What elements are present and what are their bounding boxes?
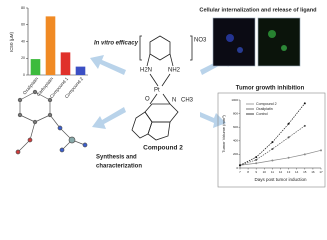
y-tick-label: 80 [21,6,25,10]
metal: Pt [154,88,160,94]
y-tick-label: 0 [236,166,238,170]
bar [60,52,71,75]
arrow-left-down [92,107,126,129]
bar [75,66,86,75]
atom: N [172,98,176,104]
x-tick-label: 13 [287,170,291,174]
y-tick-label: 60 [21,23,25,27]
y-tick-label: 40 [21,39,25,43]
x-tick-label: 15 [303,170,307,174]
legend-label: Control [256,112,268,116]
compound-name: Compound 2 [143,145,183,152]
x-tick-label: 10 [263,170,267,174]
series-line [239,149,322,166]
crystal-structure [15,89,88,155]
y-axis-label: Tumor Volume (mm³) [221,115,226,153]
legend-label: Compound 2 [256,102,277,106]
amine: H2N [140,68,152,74]
y-tick-label: 400 [233,139,238,143]
x-tick-label: 17 [319,170,323,174]
bonds [131,35,193,141]
image-panel [257,17,301,67]
x-tick-label: 14 [295,170,299,174]
y-tick-label: 800 [233,111,238,115]
bar [45,16,56,75]
y-axis-label: IC50 (μM) [9,31,14,52]
y-tick-label: 600 [233,125,238,129]
x-axis-label: Days post tumor induction [254,177,307,182]
counter-ion: NO3 [194,38,207,44]
panel-frame [217,92,326,188]
bar [30,59,41,75]
cell [268,30,276,38]
panel-title: In vitro efficacy [94,41,139,47]
methyl: CH3 [181,98,194,104]
cell [281,45,287,51]
legend-label: Oxaliplatin [256,107,273,111]
y-tick-label: 0 [23,73,25,77]
x-tick-label: 7 [239,170,241,174]
graphical-abstract: NO3 H2N NH2 Pt O N CH3 Compound 2 Cellular inter… [9,6,326,188]
arrow-left-up [90,55,126,75]
y-tick-label: 1000 [231,98,238,102]
microscopy [212,17,301,67]
synthesis-label: characterization [96,164,142,170]
atom: O [145,97,150,103]
x-tick-label: 12 [279,170,283,174]
arrow-right-down [200,112,226,128]
x-tick-label: 11 [271,170,274,174]
cell [226,34,234,42]
x-tick-label: 16 [311,170,315,174]
series-line [239,125,306,166]
x-tick-label: 8 [247,170,249,174]
synthesis-label: Synthesis and [96,155,137,161]
series-line [239,103,306,166]
amine: NH2 [168,68,181,74]
y-tick-label: 200 [233,152,238,156]
x-tick-label: 9 [255,170,257,174]
imaging-title: Cellular internalization and release of … [199,7,317,13]
cell [237,47,243,53]
image-panel [212,17,256,67]
panel-title: Tumor growth inhibition [236,86,305,92]
y-tick-label: 20 [21,56,25,60]
